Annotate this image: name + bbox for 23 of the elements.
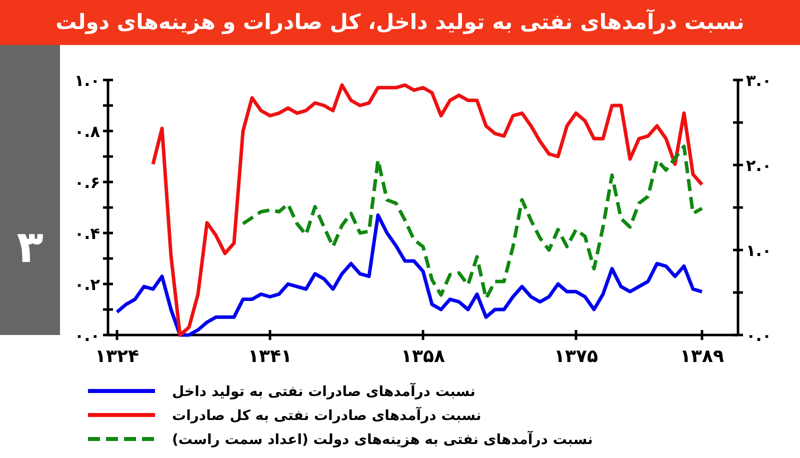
line-series	[115, 213, 704, 337]
x-tick-label: ۱۳۴۱	[248, 346, 292, 367]
y2-tick-label: ۳.۰	[746, 71, 772, 90]
legend-label: نسبت درآمدهای نفتی به هزینه‌های دولت (اعداد سمت راست)	[172, 430, 593, 448]
y-tick-label: ۰.۲	[74, 275, 100, 294]
y2-tick-label: ۰.۰	[746, 326, 772, 345]
y-tick-label: ۰.۶	[74, 173, 100, 192]
x-tick-label: ۱۳۷۵	[554, 346, 598, 367]
y-tick-label: ۰.۴	[74, 224, 100, 243]
line-series	[151, 83, 704, 337]
legend-label: نسبت درآمدهای صادرات نفتی به تولید داخل	[172, 382, 476, 400]
x-tick-label: ۱۳۵۸	[401, 346, 445, 367]
y-tick-label: ۱.۰	[74, 71, 100, 90]
line-series	[241, 144, 704, 300]
y-tick-label: ۰.۰	[74, 326, 100, 345]
text: ۳	[16, 222, 44, 273]
legend-label: نسبت درآمدهای صادرات نفتی به کل صادرات	[172, 406, 482, 424]
x-tick-label: ۱۳۸۹	[680, 346, 724, 367]
y2-tick-label: ۲.۰	[746, 156, 772, 175]
x-tick-label: ۱۳۲۴	[95, 346, 139, 367]
y-tick-label: ۰.۸	[74, 122, 100, 141]
chart-title: نسبت درآمدهای نفتی به تولید داخل، کل صادرات و هزینه‌های دولت	[56, 8, 744, 35]
y2-tick-label: ۱.۰	[746, 241, 772, 260]
